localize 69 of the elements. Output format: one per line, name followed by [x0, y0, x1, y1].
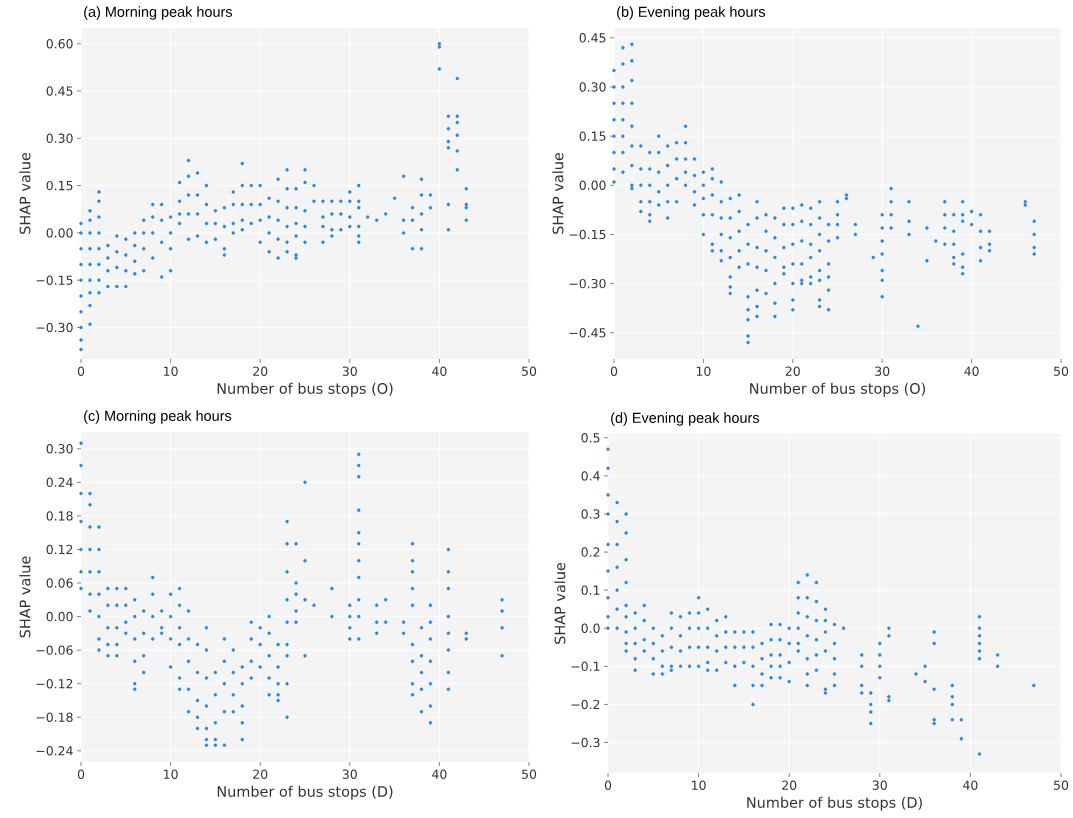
y-tick-label: 0.45: [579, 33, 606, 43]
x-tick-label: 10: [692, 780, 706, 790]
x-tick-label: 40: [963, 780, 978, 790]
y-axis-title: SHAP value: [552, 152, 564, 234]
y-tick-label: −0.3: [571, 737, 600, 748]
x-axis-title: Number of bus stops (O): [750, 382, 926, 397]
y-tick-label: 0.06: [46, 578, 73, 588]
y-tick-label: 0.30: [579, 82, 606, 92]
y-axis-title: SHAP value: [19, 152, 31, 234]
y-tick-label: −0.15: [36, 275, 73, 285]
x-tick-label: 20: [253, 366, 268, 376]
x-tick-label: 20: [253, 769, 268, 779]
y-tick-label: −0.45: [569, 328, 606, 338]
y-tick-label: 0.1: [581, 585, 600, 595]
x-tick-label: 0: [604, 780, 612, 790]
y-tick-label: −0.15: [569, 229, 606, 240]
y-tick-label: −0.30: [36, 322, 73, 333]
chart-title: (a) Morning peak hours: [84, 6, 232, 20]
y-tick-label: 0.4: [581, 471, 600, 481]
chart-title: (c) Morning peak hours: [84, 410, 232, 424]
x-tick-label: 30: [342, 769, 357, 779]
x-tick-label: 50: [1054, 780, 1069, 790]
x-tick-label: 30: [872, 780, 887, 790]
x-tick-label: 50: [522, 366, 537, 376]
x-tick-label: 30: [342, 366, 357, 376]
y-tick-label: −0.2: [571, 699, 600, 710]
y-tick-label: 0.15: [46, 180, 73, 191]
x-tick-label: 10: [164, 769, 178, 779]
y-tick-label: 0.18: [46, 511, 73, 521]
x-tick-label: 50: [1054, 366, 1069, 376]
y-tick-label: −0.12: [36, 678, 73, 689]
y-tick-label: −0.18: [36, 712, 73, 722]
x-tick-label: 0: [77, 769, 85, 779]
x-tick-label: 40: [432, 769, 447, 779]
x-tick-label: 50: [522, 769, 537, 779]
y-tick-label: 0.2: [581, 547, 600, 557]
y-tick-label: 0.00: [46, 611, 73, 622]
y-tick-label: 0.60: [46, 39, 73, 49]
chart-title: (b) Evening peak hours: [617, 6, 766, 20]
x-tick-label: 20: [782, 780, 797, 790]
y-tick-label: 0.00: [46, 228, 73, 238]
x-axis-title: Number of bus stops (O): [217, 382, 393, 397]
y-axis-title: SHAP value: [19, 556, 31, 638]
y-tick-label: 0.30: [46, 444, 73, 454]
y-tick-label: 0.00: [579, 180, 606, 190]
x-tick-label: 30: [875, 366, 890, 376]
x-tick-label: 40: [964, 366, 979, 376]
x-tick-label: 20: [785, 366, 800, 376]
y-tick-label: 0.3: [581, 509, 600, 519]
y-tick-label: 0.45: [46, 86, 73, 96]
x-axis-title: Number of bus stops (D): [747, 796, 922, 811]
y-tick-label: 0.5: [581, 433, 600, 443]
x-tick-label: 10: [164, 366, 178, 376]
y-tick-label: 0.15: [579, 131, 606, 141]
y-tick-label: 0.24: [46, 477, 73, 488]
y-tick-label: −0.1: [571, 661, 600, 672]
y-tick-label: −0.06: [36, 645, 73, 655]
y-tick-label: −0.30: [569, 278, 606, 289]
x-tick-label: 10: [696, 366, 711, 376]
y-tick-label: −0.24: [36, 746, 73, 756]
x-tick-label: 0: [77, 366, 85, 376]
x-tick-label: 0: [610, 366, 618, 376]
y-axis-title: SHAP value: [554, 562, 566, 644]
x-tick-label: 40: [432, 366, 447, 376]
y-tick-label: 0.0: [581, 623, 600, 633]
y-tick-label: 0.12: [46, 544, 73, 555]
chart-title: (d) Evening peak hours: [611, 412, 760, 426]
x-axis-title: Number of bus stops (D): [217, 785, 393, 800]
y-tick-label: 0.30: [46, 133, 73, 144]
